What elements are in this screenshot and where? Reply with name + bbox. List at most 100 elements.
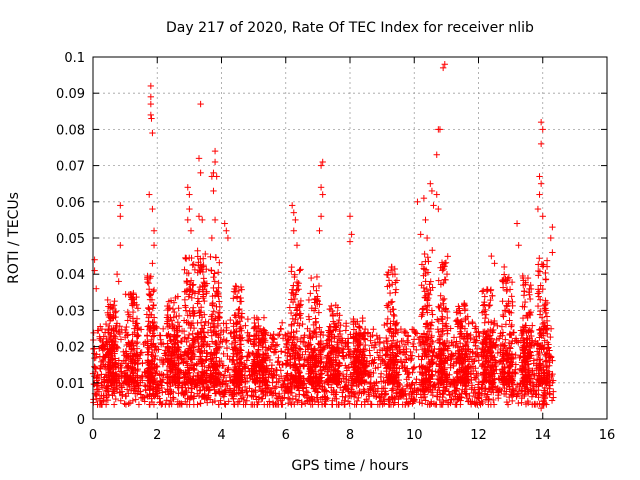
data-point	[526, 295, 534, 303]
data-point	[122, 401, 130, 408]
data-point	[150, 242, 158, 249]
data-point	[536, 268, 544, 275]
data-point	[208, 234, 216, 242]
data-point	[383, 365, 390, 372]
data-point	[403, 383, 410, 390]
data-point	[215, 279, 222, 287]
data-point	[147, 100, 155, 108]
data-point	[291, 295, 298, 303]
data-point	[536, 334, 543, 341]
data-point	[434, 326, 442, 333]
data-point	[512, 361, 520, 368]
data-point	[111, 297, 118, 305]
data-point	[281, 394, 288, 401]
data-point	[371, 356, 378, 363]
data-point	[471, 374, 479, 381]
data-point	[117, 213, 124, 220]
data-point	[242, 322, 249, 329]
data-point	[197, 100, 204, 108]
data-point	[501, 271, 508, 278]
data-point	[348, 231, 355, 238]
data-point	[224, 366, 231, 374]
data-point	[407, 352, 414, 359]
data-point	[429, 391, 437, 399]
data-point	[516, 387, 524, 395]
data-point	[546, 385, 553, 392]
data-point	[444, 314, 451, 322]
data-point	[475, 357, 482, 364]
data-point	[427, 180, 434, 187]
data-point	[101, 363, 108, 371]
data-point	[170, 388, 177, 396]
data-point	[227, 316, 234, 324]
data-point	[421, 250, 428, 258]
data-point	[185, 331, 193, 339]
data-point	[392, 286, 400, 293]
data-point	[410, 336, 418, 343]
data-point	[305, 296, 313, 304]
data-point	[536, 255, 543, 262]
data-point	[422, 216, 429, 224]
data-point	[197, 400, 204, 407]
data-point	[288, 202, 296, 209]
data-point	[272, 348, 280, 356]
data-point	[412, 379, 420, 386]
data-point	[385, 396, 392, 404]
data-point	[328, 302, 335, 310]
data-point	[278, 384, 285, 391]
data-point	[535, 272, 542, 279]
data-point	[224, 234, 232, 242]
data-point	[223, 344, 231, 352]
data-point	[413, 346, 420, 354]
data-point	[214, 269, 222, 276]
data-point	[524, 399, 532, 407]
data-point	[404, 371, 411, 378]
data-point	[435, 205, 442, 213]
data-point	[144, 332, 151, 339]
data-point	[381, 398, 388, 405]
data-point	[550, 394, 557, 401]
data-point	[331, 395, 339, 402]
data-point	[220, 372, 228, 379]
data-point	[97, 365, 104, 373]
data-point	[100, 333, 107, 340]
data-point	[175, 305, 182, 312]
data-point	[346, 238, 354, 245]
data-point	[145, 279, 152, 287]
data-point	[393, 327, 400, 334]
data-point	[181, 334, 189, 341]
data-point	[312, 315, 319, 322]
data-point	[520, 292, 528, 299]
data-point	[195, 213, 203, 220]
data-point	[500, 313, 507, 320]
data-point	[300, 338, 308, 346]
data-point	[129, 397, 137, 405]
data-point	[313, 273, 321, 281]
data-point	[237, 387, 245, 394]
data-point	[297, 266, 304, 273]
data-point	[96, 353, 104, 360]
data-point	[194, 319, 201, 327]
data-point	[433, 191, 440, 198]
data-point	[518, 331, 525, 339]
data-point	[255, 383, 263, 391]
data-point	[146, 311, 154, 318]
data-point	[409, 365, 417, 372]
data-point	[222, 338, 230, 346]
data-point	[174, 319, 182, 326]
data-point	[262, 392, 269, 400]
data-point	[481, 319, 488, 326]
data-point	[542, 275, 550, 283]
data-point	[181, 296, 189, 304]
data-point	[146, 191, 153, 198]
data-point	[425, 258, 432, 265]
data-point	[186, 191, 193, 198]
data-point	[112, 395, 119, 403]
data-point	[169, 305, 177, 313]
data-point	[402, 329, 410, 336]
data-point	[116, 330, 124, 338]
data-point	[284, 400, 292, 407]
data-point	[307, 274, 315, 282]
data-point	[117, 397, 124, 404]
